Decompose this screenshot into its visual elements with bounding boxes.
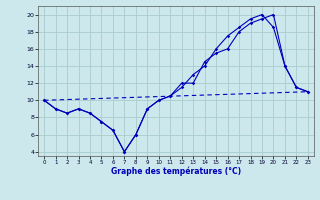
X-axis label: Graphe des températures (°C): Graphe des températures (°C): [111, 167, 241, 176]
